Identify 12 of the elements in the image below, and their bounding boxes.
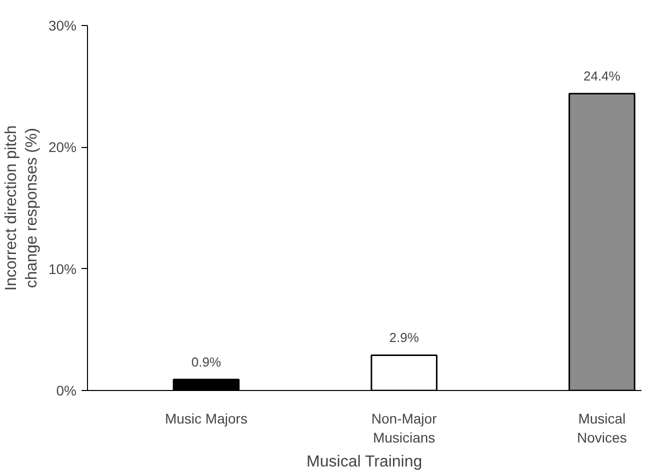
y-tick-label: 0%: [56, 382, 76, 398]
x-tick-label: Non-Major Musicians: [371, 410, 438, 446]
x-axis-title: Musical Training: [306, 454, 422, 471]
data-label: 24.4%: [584, 68, 621, 84]
data-label: 2.9%: [389, 330, 420, 346]
y-axis-title: Incorrect direction pitch change responses (%): [3, 125, 40, 291]
x-tick-label: Music Majors: [164, 410, 248, 426]
y-tick-label: 30%: [48, 18, 77, 34]
y-tick-label: 20%: [48, 139, 77, 156]
data-label: 0.9%: [191, 354, 222, 370]
x-tick-label: Musical Novices: [577, 410, 627, 446]
y-tick-label: 10%: [48, 260, 77, 277]
